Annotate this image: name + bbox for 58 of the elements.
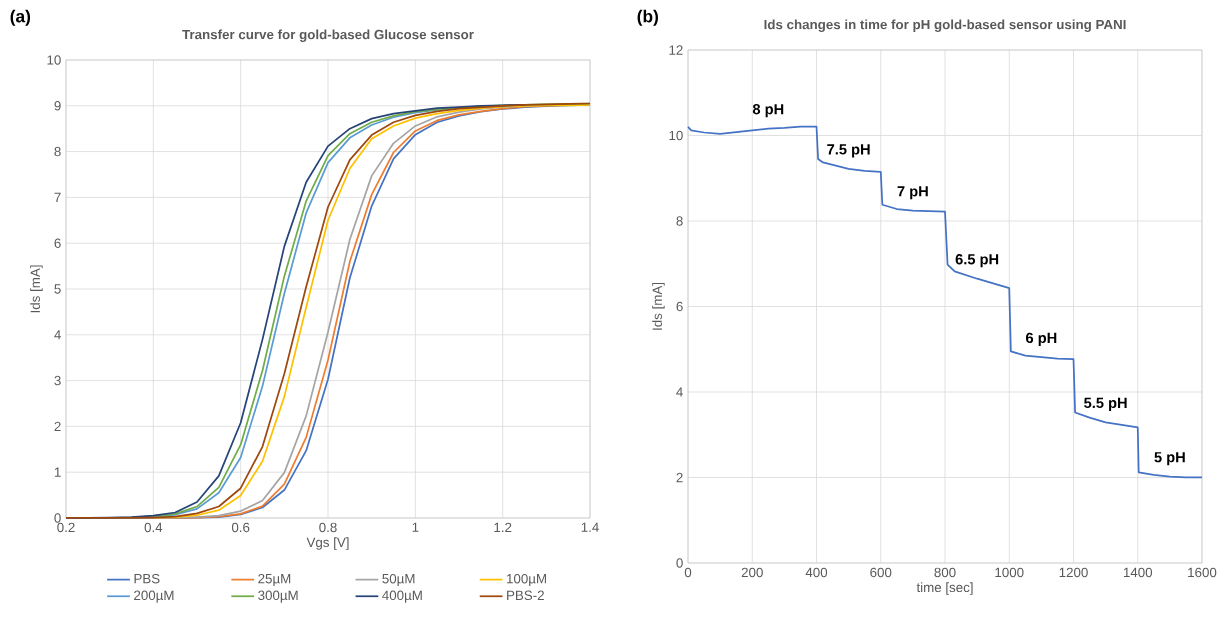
x-tick-label: 1.2	[494, 522, 512, 533]
x-tick-label: 1600	[1188, 567, 1217, 578]
y-tick-label: 3	[54, 375, 61, 386]
chart-title: Ids changes in time for pH gold-based sensor using PANI	[764, 19, 1126, 32]
annotation: 7.5 pH	[827, 144, 870, 158]
legend-label: PBS	[134, 573, 160, 584]
annotation: 5.5 pH	[1084, 397, 1127, 411]
annotation: 6 pH	[1026, 332, 1057, 346]
y-tick-label: 0	[676, 558, 683, 568]
annotation: 6.5 pH	[955, 254, 999, 268]
x-tick-label: 800	[934, 567, 956, 578]
x-tick-label: 200	[741, 567, 763, 578]
chart-title: Transfer curve for gold-based Glucose sensor	[182, 29, 474, 42]
x-tick-label: 0.2	[57, 522, 75, 533]
y-tick-label: 0	[54, 513, 61, 523]
y-tick-label: 6	[676, 301, 683, 312]
y-tick-label: 8	[54, 146, 61, 157]
x-tick-label: 600	[870, 567, 892, 578]
x-tick-label: 0.8	[319, 522, 337, 533]
y-tick-label: 4	[54, 330, 61, 340]
y-tick-label: 1	[54, 467, 61, 477]
text: (b)	[637, 9, 658, 26]
x-axis-title: time [sec]	[916, 582, 973, 595]
y-tick-label: 7	[54, 192, 61, 202]
y-tick-label: 2	[676, 472, 683, 483]
y-axis-title: Ids [mA]	[652, 282, 665, 330]
annotation: 5 pH	[1154, 452, 1185, 466]
x-tick-label: 1200	[1059, 567, 1088, 578]
text: (a)	[10, 9, 31, 26]
x-tick-label: 400	[805, 567, 828, 578]
legend-label: 25µM	[258, 573, 291, 587]
y-tick-label: 8	[676, 216, 683, 226]
x-tick-label: 1.4	[581, 522, 599, 532]
legend-label: 50µM	[382, 573, 415, 587]
y-tick-label: 12	[669, 45, 683, 55]
y-axis-title: Ids [mA]	[30, 265, 43, 313]
y-tick-label: 5	[54, 284, 61, 294]
y-tick-label: 4	[676, 387, 683, 397]
annotation: 7 pH	[897, 186, 928, 200]
y-tick-label: 10	[669, 130, 683, 141]
legend-label: 400µM	[382, 590, 422, 603]
x-tick-label: 0	[684, 567, 692, 578]
y-tick-label: 9	[54, 101, 61, 111]
x-tick-label: 1400	[1123, 567, 1153, 578]
legend-label: 300µM	[258, 590, 298, 603]
line-series	[687, 125, 1203, 479]
y-tick-label: 6	[54, 238, 61, 248]
y-tick-label: 10	[47, 55, 61, 65]
legend-label: PBS-2	[507, 590, 544, 601]
x-axis-title: Vgs [V]	[306, 537, 349, 550]
annotation: 8 pH	[752, 104, 784, 118]
x-tick-label: 1	[412, 522, 419, 532]
x-tick-label: 0.4	[144, 522, 163, 533]
legend-label: 200µM	[134, 590, 174, 603]
x-tick-label: 1000	[995, 567, 1024, 578]
legend-label: 100µM	[507, 573, 546, 587]
y-tick-label: 2	[54, 421, 61, 432]
x-tick-label: 0.6	[231, 522, 250, 533]
